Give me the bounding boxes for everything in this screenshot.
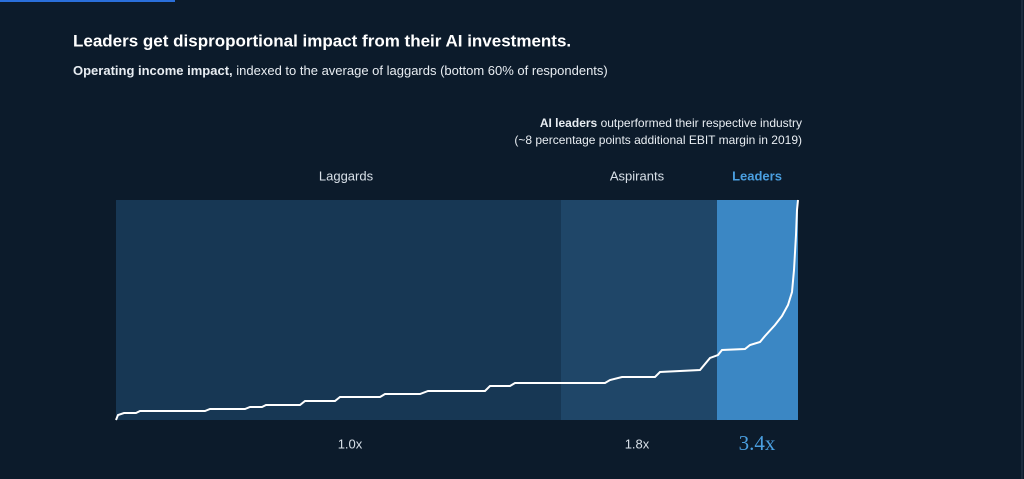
aspirants-zone	[561, 200, 717, 420]
multiplier: 1.0x	[338, 436, 363, 451]
title: Leaders get disproportional impact from …	[73, 31, 571, 50]
annotation-line: (~8 percentage points additional EBIT ma…	[514, 133, 802, 147]
segment-label: Leaders	[732, 168, 782, 183]
laggards-zone	[116, 200, 561, 420]
segment-label: Laggards	[319, 168, 374, 183]
annotation-line: AI leaders outperformed their respective…	[540, 116, 802, 130]
subtitle-text: indexed to the average of laggards (bott…	[236, 63, 607, 78]
progress-bar	[0, 0, 175, 2]
multiplier: 1.8x	[625, 436, 650, 451]
annotation-bold: AI leaders	[540, 116, 598, 130]
segment-label: Aspirants	[610, 168, 665, 183]
multiplier: 3.4x	[739, 431, 776, 455]
impact-curve	[115, 199, 799, 421]
subtitle-bold: Operating income impact,	[73, 63, 233, 78]
annotation-text: outperformed their respective industry	[601, 116, 802, 130]
subtitle: Operating income impact, indexed to the …	[73, 63, 608, 78]
